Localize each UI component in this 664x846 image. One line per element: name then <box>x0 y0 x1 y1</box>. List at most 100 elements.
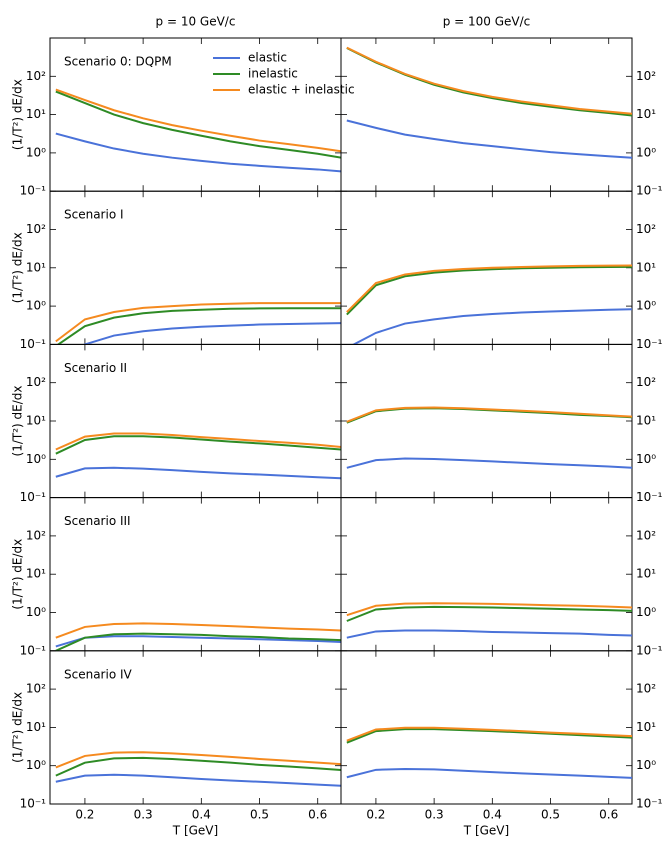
y-tick-label: 10² <box>26 528 46 542</box>
scenario-label: Scenario IV <box>64 667 133 681</box>
series-line <box>346 46 632 115</box>
series-line <box>351 308 632 345</box>
x-tick-label: 0.6 <box>308 808 327 822</box>
legend-label: inelastic <box>248 67 298 81</box>
y-tick-label: 10⁻¹ <box>636 490 663 504</box>
series-line <box>346 47 632 117</box>
y-tick-label: 10⁻¹ <box>20 490 47 504</box>
x-axis-label: T [GeV] <box>172 824 218 838</box>
series-line <box>346 264 632 313</box>
x-tick-label: 0.3 <box>425 808 444 822</box>
y-tick-label: 10² <box>636 375 656 389</box>
plot-area <box>346 726 632 779</box>
plot-area <box>55 88 341 173</box>
series-line <box>55 90 341 159</box>
y-tick-label: 10² <box>26 69 46 83</box>
y-tick-label: 10⁻¹ <box>20 643 47 657</box>
scenario-label: Scenario II <box>64 361 127 375</box>
series-line <box>346 629 632 639</box>
plot-area <box>55 622 341 651</box>
y-tick-label: 10² <box>636 69 656 83</box>
y-axis-label: (1/T²) dE/dx <box>11 386 25 457</box>
y-tick-label: 10² <box>636 528 656 542</box>
panel-frame <box>340 37 633 192</box>
series-line <box>346 726 632 742</box>
plot-area <box>346 406 632 469</box>
plot-area <box>346 264 632 345</box>
y-tick-label: 10⁰ <box>26 758 46 772</box>
series-line <box>55 435 341 455</box>
y-tick-label: 10² <box>26 682 46 696</box>
series-line <box>55 88 341 153</box>
y-tick-label: 10¹ <box>636 260 656 274</box>
plot-area <box>346 602 632 639</box>
series-line <box>346 728 632 744</box>
panel-title: p = 100 GeV/c <box>443 15 531 29</box>
y-tick-label: 10¹ <box>26 107 46 121</box>
y-tick-label: 10² <box>26 222 46 236</box>
series-line <box>346 767 632 779</box>
panel-frame <box>340 497 633 652</box>
x-tick-label: 0.5 <box>250 808 269 822</box>
series-line <box>55 632 341 651</box>
series-line <box>55 773 341 787</box>
series-line <box>55 622 341 639</box>
y-tick-label: 10⁰ <box>26 452 46 466</box>
x-tick-label: 0.4 <box>192 808 211 822</box>
y-tick-label: 10² <box>26 375 46 389</box>
series-line <box>346 602 632 617</box>
series-line <box>346 407 632 424</box>
y-axis-label: (1/T²) dE/dx <box>11 692 25 763</box>
x-tick-label: 0.4 <box>483 808 502 822</box>
y-axis-label: (1/T²) dE/dx <box>11 539 25 610</box>
scenario-label: Scenario I <box>64 208 124 222</box>
y-axis-label: (1/T²) dE/dx <box>11 232 25 303</box>
y-tick-label: 10⁻¹ <box>636 337 663 351</box>
plot-area <box>346 46 632 159</box>
series-line <box>55 756 341 777</box>
panel-title: p = 10 GeV/c <box>156 15 236 29</box>
y-tick-label: 10¹ <box>636 107 656 121</box>
y-tick-label: 10⁰ <box>636 145 656 159</box>
y-tick-label: 10⁻¹ <box>20 337 47 351</box>
x-tick-label: 0.6 <box>599 808 618 822</box>
panel-frame <box>340 650 633 805</box>
y-tick-label: 10¹ <box>26 414 46 428</box>
y-tick-label: 10⁰ <box>26 299 46 313</box>
y-tick-label: 10⁰ <box>26 605 46 619</box>
y-tick-label: 10¹ <box>26 567 46 581</box>
series-line <box>346 406 632 423</box>
series-line <box>56 307 341 345</box>
series-line <box>346 457 632 469</box>
y-tick-label: 10⁻¹ <box>636 184 663 198</box>
x-tick-label: 0.3 <box>134 808 153 822</box>
series-line <box>55 751 341 769</box>
y-tick-label: 10¹ <box>636 567 656 581</box>
y-tick-label: 10⁰ <box>26 145 46 159</box>
x-tick-label: 0.2 <box>75 808 94 822</box>
y-tick-label: 10⁻¹ <box>636 643 663 657</box>
y-axis-label: (1/T²) dE/dx <box>11 79 25 150</box>
y-tick-label: 10⁻¹ <box>636 797 663 811</box>
y-tick-label: 10² <box>636 682 656 696</box>
scenario-label: Scenario III <box>64 514 131 528</box>
series-line <box>82 322 341 345</box>
y-tick-label: 10⁰ <box>636 605 656 619</box>
scenario-label: Scenario 0: DQPM <box>64 55 172 69</box>
series-line <box>55 466 341 480</box>
series-line <box>346 605 632 622</box>
series-line <box>55 635 341 648</box>
y-tick-label: 10¹ <box>26 720 46 734</box>
y-tick-label: 10⁰ <box>636 452 656 466</box>
series-line <box>346 119 632 159</box>
x-tick-label: 0.5 <box>541 808 560 822</box>
y-tick-label: 10¹ <box>636 720 656 734</box>
series-line <box>55 432 341 451</box>
y-tick-label: 10⁰ <box>636 758 656 772</box>
plot-area <box>55 302 341 345</box>
y-tick-label: 10² <box>636 222 656 236</box>
series-line <box>55 132 341 173</box>
y-tick-label: 10¹ <box>636 414 656 428</box>
x-tick-label: 0.2 <box>366 808 385 822</box>
